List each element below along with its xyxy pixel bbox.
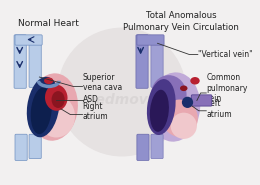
Ellipse shape xyxy=(171,113,197,139)
Ellipse shape xyxy=(150,90,169,132)
Ellipse shape xyxy=(182,97,193,108)
FancyBboxPatch shape xyxy=(29,134,41,159)
Ellipse shape xyxy=(190,77,200,85)
Ellipse shape xyxy=(37,95,75,137)
FancyBboxPatch shape xyxy=(15,134,27,160)
Text: Left
atrium: Left atrium xyxy=(206,99,232,119)
Ellipse shape xyxy=(51,91,65,108)
Text: medmovie: medmovie xyxy=(81,92,162,107)
Ellipse shape xyxy=(147,79,176,135)
Text: Superior
vena cava: Superior vena cava xyxy=(82,73,122,92)
Ellipse shape xyxy=(31,88,52,134)
FancyBboxPatch shape xyxy=(137,35,164,45)
FancyBboxPatch shape xyxy=(151,134,163,159)
Ellipse shape xyxy=(148,72,200,142)
Ellipse shape xyxy=(180,85,187,91)
Text: Right
atrium: Right atrium xyxy=(82,102,108,121)
Text: "Vertical vein": "Vertical vein" xyxy=(198,50,252,59)
Text: Common
pulmonary
vein: Common pulmonary vein xyxy=(206,73,248,103)
Circle shape xyxy=(58,28,186,156)
FancyBboxPatch shape xyxy=(191,95,212,106)
FancyBboxPatch shape xyxy=(29,41,41,87)
FancyBboxPatch shape xyxy=(151,41,163,87)
Ellipse shape xyxy=(44,78,54,84)
Text: Total Anomalous
Pulmonary Vein Circulation: Total Anomalous Pulmonary Vein Circulati… xyxy=(123,11,239,31)
FancyBboxPatch shape xyxy=(14,35,26,88)
Ellipse shape xyxy=(27,77,60,137)
Text: Normal Heart: Normal Heart xyxy=(18,19,79,28)
FancyBboxPatch shape xyxy=(137,134,149,160)
Ellipse shape xyxy=(162,100,198,137)
FancyBboxPatch shape xyxy=(15,35,42,45)
Ellipse shape xyxy=(151,75,187,115)
FancyBboxPatch shape xyxy=(136,35,148,88)
Text: ASD: ASD xyxy=(82,95,98,104)
Ellipse shape xyxy=(29,73,78,141)
Ellipse shape xyxy=(45,85,68,111)
